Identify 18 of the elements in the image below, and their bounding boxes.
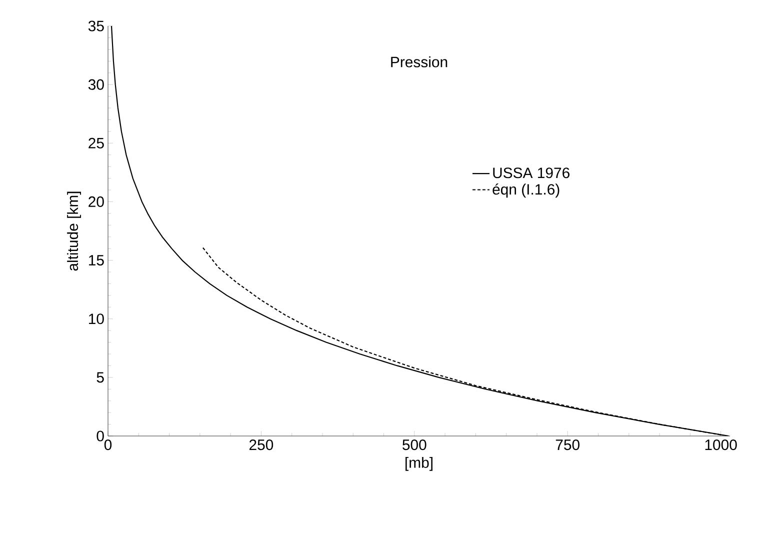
y-tick-label: 35: [88, 20, 104, 32]
x-tick-label: 250: [249, 440, 274, 450]
x-tick-label: 750: [556, 440, 580, 450]
y-tick-label: 30: [88, 79, 104, 90]
legend-label: éqn (I.1.6): [492, 184, 560, 198]
x-axis-title: [mb]: [406, 456, 432, 471]
text: Pression: [391, 56, 448, 68]
y-tick-label: 20: [88, 196, 104, 207]
y-tick-label: 0: [96, 430, 104, 442]
y-tick-label: 5: [96, 372, 104, 383]
x-tick-label: 0: [104, 440, 112, 450]
y-axis-title: altitude [km]: [67, 192, 82, 271]
legend-label: USSA 1976: [493, 168, 570, 178]
x-tick-label: 500: [402, 440, 426, 450]
x-tick-label: 1000: [705, 440, 737, 450]
y-tick-label: 25: [88, 138, 104, 148]
y-tick-label: 10: [89, 314, 104, 324]
y-tick-label: 15: [89, 255, 104, 266]
